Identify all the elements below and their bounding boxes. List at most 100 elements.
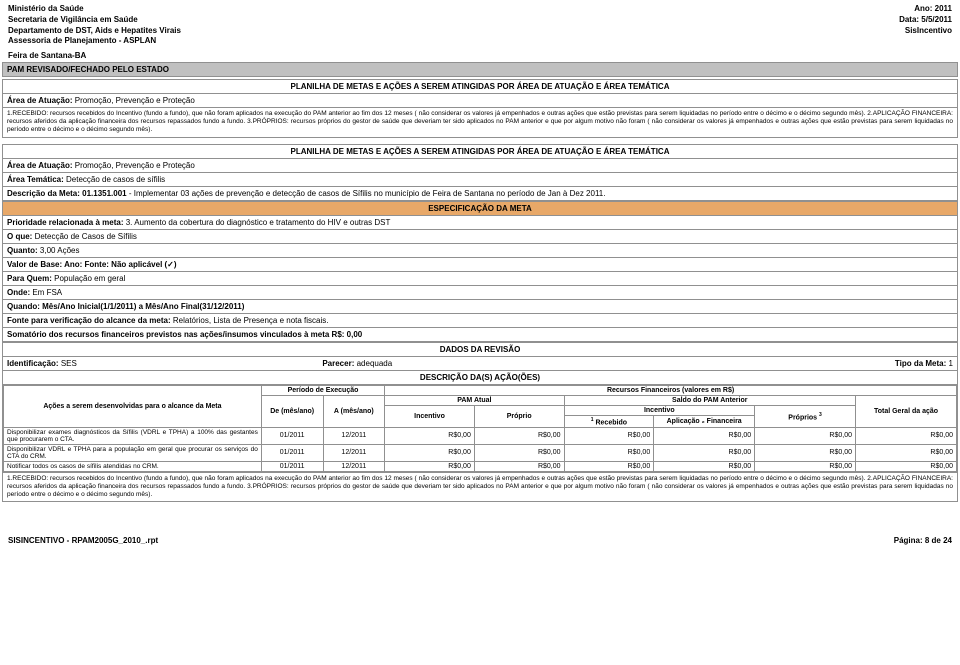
page-footer: SISINCENTIVO - RPAM2005G_2010_.rpt Págin… xyxy=(0,532,960,549)
pam-status: PAM REVISADO/FECHADO PELO ESTADO xyxy=(2,62,958,77)
ident-label: Identificação: xyxy=(7,359,59,368)
th-pam-atual: PAM Atual xyxy=(385,395,564,405)
pq-label: Para Quem: xyxy=(7,274,52,283)
tipo-cell: Tipo da Meta: 1 xyxy=(638,359,953,368)
cell-value: R$0,00 xyxy=(564,461,654,471)
descr-meta-label: Descrição da Meta: 01.1351.001 xyxy=(7,189,127,198)
descr-acoes-header: DESCRIÇÃO DA(S) AÇÃO(ÕES) xyxy=(3,371,957,385)
cell-desc: Notificar todos os casos de sífilis aten… xyxy=(4,461,262,471)
header-right: Ano: 2011 Data: 5/5/2011 SisIncentivo xyxy=(899,4,952,47)
parecer-value: adequada xyxy=(357,359,393,368)
header-left: Ministério da Saúde Secretaria de Vigilâ… xyxy=(8,4,181,47)
cell-de: 01/2011 xyxy=(261,427,323,444)
th-proprios: Próprios 3 xyxy=(755,405,856,427)
som-label: Somatório dos recursos financeiros previ… xyxy=(7,330,362,339)
cell-value: R$0,00 xyxy=(856,427,957,444)
table-row: Disponibilizar VDRL e TPHA para a popula… xyxy=(4,444,957,461)
ident-cell: Identificação: SES xyxy=(7,359,322,368)
tema-label: Área Temática: xyxy=(7,175,64,184)
departamento: Departamento de DST, Aids e Hepatites Vi… xyxy=(8,26,181,37)
sup-1: 1 xyxy=(591,417,594,423)
cell-value: R$0,00 xyxy=(474,427,564,444)
th-total: Total Geral da ação xyxy=(856,395,957,427)
tipo-value: 1 xyxy=(949,359,953,368)
prioridade: Prioridade relacionada à meta: 3. Aument… xyxy=(3,216,957,230)
ident-value: SES xyxy=(61,359,77,368)
th-proprio: Próprio xyxy=(474,405,564,427)
area-atuacao-2: Área de Atuação: Promoção, Prevenção e P… xyxy=(3,159,957,173)
parecer-cell: Parecer: adequada xyxy=(322,359,637,368)
valor-base: Valor de Base: Ano: Fonte: Não aplicável… xyxy=(3,258,957,272)
tipo-label: Tipo da Meta: xyxy=(895,359,946,368)
planilha-box-1: PLANILHA DE METAS E AÇÕES A SEREM ATINGI… xyxy=(2,79,958,137)
cell-value: R$0,00 xyxy=(654,444,755,461)
cell-a: 12/2011 xyxy=(323,444,385,461)
onde-value: Em FSA xyxy=(32,288,62,297)
nota-recebido-2: 1.RECEBIDO: recursos recebidos do Incent… xyxy=(3,472,957,501)
cell-value: R$0,00 xyxy=(654,461,755,471)
descr-meta-value: - Implementar 03 ações de prevenção e de… xyxy=(129,189,606,198)
cell-desc: Disponibilizar exames diagnósticos da Sí… xyxy=(4,427,262,444)
area-tematica: Área Temática: Detecção de casos de sífi… xyxy=(3,173,957,187)
footer-right: Página: 8 de 24 xyxy=(894,536,952,545)
cell-value: R$0,00 xyxy=(564,444,654,461)
table-row: Notificar todos os casos de sífilis aten… xyxy=(4,461,957,471)
onde: Onde: Em FSA xyxy=(3,286,957,300)
cell-de: 01/2011 xyxy=(261,444,323,461)
para-quem: Para Quem: População em geral xyxy=(3,272,957,286)
th-incentivo: Incentivo xyxy=(385,405,475,427)
tema-value: Detecção de casos de sífilis xyxy=(66,175,165,184)
o-que: O que: Detecção de Casos de Sífilis xyxy=(3,230,957,244)
parecer-label: Parecer: xyxy=(322,359,354,368)
somatorio: Somatório dos recursos financeiros previ… xyxy=(3,328,957,342)
cell-value: R$0,00 xyxy=(755,444,856,461)
cell-value: R$0,00 xyxy=(755,461,856,471)
actions-table: Ações a serem desenvolvidas para o alcan… xyxy=(3,385,957,472)
footer-left: SISINCENTIVO - RPAM2005G_2010_.rpt xyxy=(8,536,158,545)
area2-label: Área de Atuação: xyxy=(7,161,73,170)
especificacao-header: ESPECIFICAÇÃO DA META xyxy=(3,201,957,216)
data: Data: 5/5/2011 xyxy=(899,15,952,26)
cell-value: R$0,00 xyxy=(856,461,957,471)
ministerio: Ministério da Saúde xyxy=(8,4,181,15)
onde-label: Onde: xyxy=(7,288,30,297)
qto-label: Quanto: xyxy=(7,246,38,255)
qto-value: 3,00 Ações xyxy=(40,246,80,255)
table-body: Disponibilizar exames diagnósticos da Sí… xyxy=(4,427,957,471)
th-periodo: Período de Execução xyxy=(261,385,384,395)
cell-value: R$0,00 xyxy=(474,461,564,471)
cell-a: 12/2011 xyxy=(323,461,385,471)
prio-value: 3. Aumento da cobertura do diagnóstico e… xyxy=(126,218,391,227)
cell-value: R$0,00 xyxy=(385,427,475,444)
th-de: De (mês/ano) xyxy=(261,395,323,427)
cell-de: 01/2011 xyxy=(261,461,323,471)
planilha-title-2: PLANILHA DE METAS E AÇÕES A SEREM ATINGI… xyxy=(3,145,957,159)
cell-value: R$0,00 xyxy=(654,427,755,444)
dados-revisao-header: DADOS DA REVISÃO xyxy=(3,342,957,357)
fonte-verif: Fonte para verificação do alcance da met… xyxy=(3,314,957,328)
cell-desc: Disponibilizar VDRL e TPHA para a popula… xyxy=(4,444,262,461)
descricao-meta: Descrição da Meta: 01.1351.001 - Impleme… xyxy=(3,187,957,201)
quanto: Quanto: 3,00 Ações xyxy=(3,244,957,258)
th-inc-text: Incentivo xyxy=(644,407,675,414)
table-row: Disponibilizar exames diagnósticos da Sí… xyxy=(4,427,957,444)
vb-label: Valor de Base: Ano: Fonte: Não aplicável… xyxy=(7,260,177,269)
assessoria: Assessoria de Planejamento - ASPLAN xyxy=(8,36,181,47)
fonte-label: Fonte para verificação do alcance da met… xyxy=(7,316,171,325)
identificacao-row: Identificação: SES Parecer: adequada Tip… xyxy=(3,357,957,371)
fonte-value: Relatórios, Lista de Presença e nota fis… xyxy=(173,316,329,325)
th-aplic: Aplicação ₂ Financeira xyxy=(654,415,755,427)
sistema: SisIncentivo xyxy=(899,26,952,37)
th-recebido: 1 Recebido xyxy=(564,415,654,427)
municipio: Feira de Santana-BA xyxy=(0,49,960,62)
th-recebido-txt: Recebido xyxy=(595,419,627,426)
secretaria: Secretaria de Vigilância em Saúde xyxy=(8,15,181,26)
area-label: Área de Atuação: xyxy=(7,96,73,105)
oque-value: Detecção de Casos de Sífilis xyxy=(35,232,137,241)
th-saldo: Saldo do PAM Anterior xyxy=(564,395,855,405)
oque-label: O que: xyxy=(7,232,32,241)
area2-value: Promoção, Prevenção e Proteção xyxy=(75,161,195,170)
pq-value: População em geral xyxy=(54,274,125,283)
th-recursos: Recursos Financeiros (valores em R$) xyxy=(385,385,957,395)
prio-label: Prioridade relacionada à meta: xyxy=(7,218,124,227)
